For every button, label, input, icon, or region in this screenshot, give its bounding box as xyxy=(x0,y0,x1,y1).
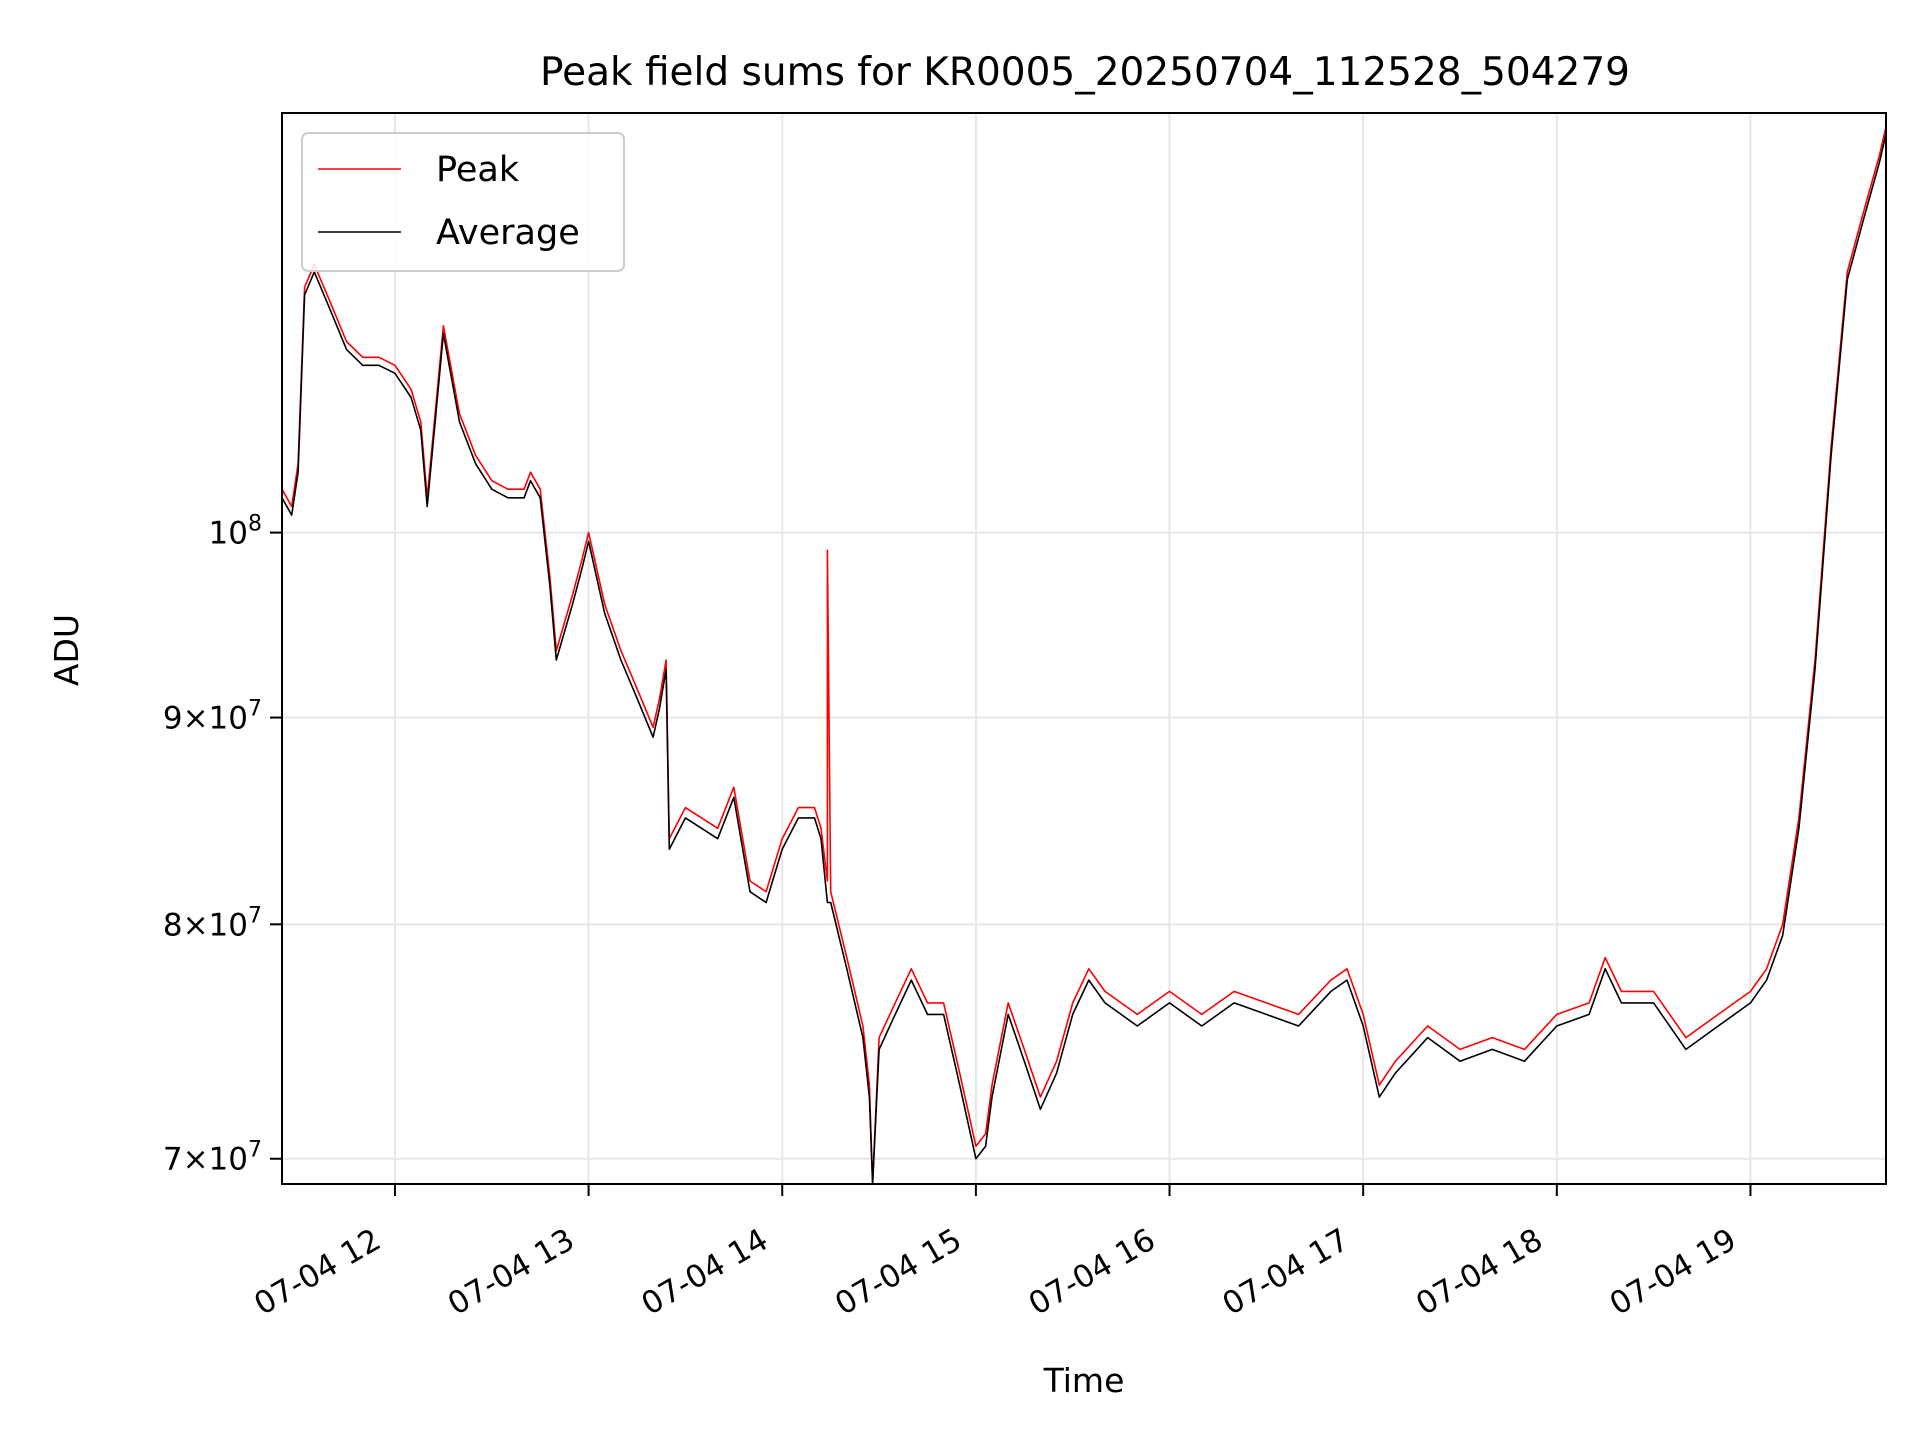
legend-label-peak: Peak xyxy=(436,150,520,190)
grid xyxy=(282,113,1886,1184)
legend-box xyxy=(301,132,625,272)
y-tick-label: 9×107 xyxy=(163,697,262,737)
legend: Peak Average xyxy=(301,132,625,272)
legend-label-average: Average xyxy=(436,213,580,253)
y-axis-label: ADU xyxy=(47,614,86,686)
y-tick-label: 108 xyxy=(209,512,262,552)
y-tick-label: 8×107 xyxy=(163,903,262,943)
chart-title: Peak field sums for KR0005_20250704_1125… xyxy=(540,50,1630,95)
x-axis-label: Time xyxy=(1043,1361,1125,1400)
series-layer xyxy=(281,126,1887,1185)
series-line-average xyxy=(281,133,1887,1185)
y-tick-label: 7×107 xyxy=(163,1138,262,1178)
plot-frame xyxy=(281,112,1887,1185)
